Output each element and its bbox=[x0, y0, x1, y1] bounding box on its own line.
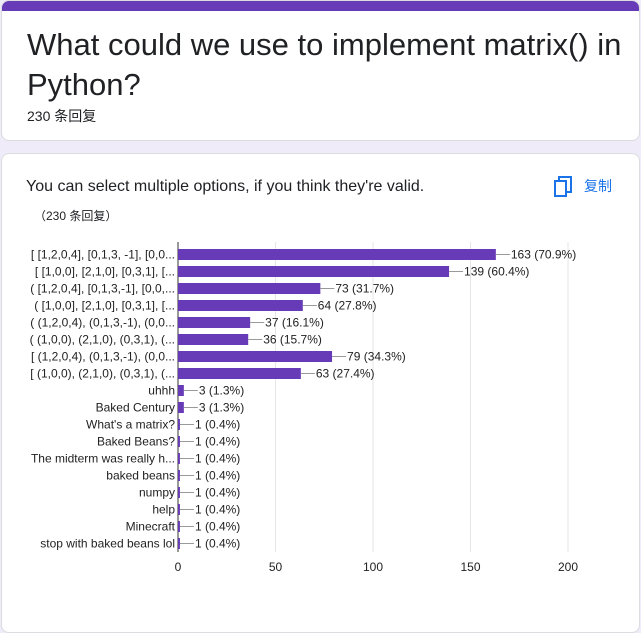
category-label: The midterm was really h... bbox=[31, 452, 175, 466]
data-label: 63 (27.4%) bbox=[316, 367, 375, 381]
bar bbox=[178, 385, 184, 396]
data-label: 1 (0.4%) bbox=[195, 537, 240, 551]
category-label: uhhh bbox=[148, 384, 175, 398]
x-tick-label: 0 bbox=[175, 560, 182, 574]
response-count: 230 条回复 bbox=[27, 108, 97, 124]
bar bbox=[178, 521, 180, 532]
category-label: numpy bbox=[139, 486, 175, 500]
category-label: ( [1,0,0], [2,1,0], [0,3,1], [... bbox=[34, 299, 175, 313]
bar bbox=[178, 436, 180, 447]
category-label: [ (1,0,0), (2,1,0), (0,3,1), (... bbox=[30, 367, 175, 381]
chart-card: 0 50 100 150 200 [ [1,2,0,4], [0,1,3, -1], [0… bbox=[1, 153, 640, 633]
bar-chart: 0 50 100 150 200 [ [1,2,0,4], [0,1,3, -1], [0… bbox=[30, 242, 578, 574]
category-label: ( [1,2,0,4], [0,1,3,-1], [0,0,... bbox=[30, 282, 175, 296]
x-tick-label: 100 bbox=[363, 560, 383, 574]
copy-label: 复制 bbox=[584, 178, 612, 194]
category-label: baked beans bbox=[106, 469, 175, 483]
data-label: 163 (70.9%) bbox=[511, 248, 576, 262]
bar bbox=[178, 300, 303, 311]
accent-bar bbox=[2, 1, 639, 11]
bar bbox=[178, 317, 251, 328]
category-label: Baked Century bbox=[96, 401, 175, 415]
data-label: 1 (0.4%) bbox=[195, 520, 240, 534]
category-label: [ [1,2,0,4], [0,1,3, -1], [0,0... bbox=[31, 248, 175, 262]
category-label: [ (1,2,0,4), (0,1,3,-1), (0,0... bbox=[31, 350, 175, 364]
data-label: 1 (0.4%) bbox=[195, 452, 240, 466]
chart-subtitle: You can select multiple options, if you … bbox=[26, 178, 425, 195]
bar bbox=[178, 402, 184, 413]
bar bbox=[178, 538, 180, 549]
question-header-card: What could we use to implement matrix() … bbox=[1, 0, 640, 141]
bar bbox=[178, 419, 180, 430]
category-label: What's a matrix? bbox=[86, 418, 175, 432]
copy-icon bbox=[554, 175, 572, 197]
chart-response-count: （230 条回复） bbox=[34, 209, 118, 223]
copy-button[interactable]: 复制 bbox=[554, 174, 612, 198]
data-label: 3 (1.3%) bbox=[199, 384, 244, 398]
bar bbox=[178, 283, 321, 294]
data-label: 3 (1.3%) bbox=[199, 401, 244, 415]
category-label: stop with baked beans lol bbox=[40, 537, 175, 551]
x-tick-label: 50 bbox=[269, 560, 283, 574]
bar bbox=[178, 334, 249, 345]
data-label: 64 (27.8%) bbox=[318, 299, 377, 313]
bar bbox=[178, 453, 180, 464]
category-label: help bbox=[152, 503, 175, 517]
category-label: ( (1,0,0), (2,1,0), (0,3,1), (... bbox=[30, 333, 175, 347]
x-tick-label: 200 bbox=[558, 560, 578, 574]
category-label: [ [1,0,0], [2,1,0], [0,3,1], [... bbox=[35, 265, 175, 279]
data-label: 73 (31.7%) bbox=[335, 282, 394, 296]
x-tick-label: 150 bbox=[460, 560, 480, 574]
data-label: 1 (0.4%) bbox=[195, 418, 240, 432]
data-label: 1 (0.4%) bbox=[195, 503, 240, 517]
data-label: 79 (34.3%) bbox=[347, 350, 406, 364]
bar bbox=[178, 249, 496, 260]
category-label: Baked Beans? bbox=[97, 435, 175, 449]
data-label: 37 (16.1%) bbox=[265, 316, 324, 330]
bar bbox=[178, 266, 450, 277]
bar bbox=[178, 504, 180, 515]
data-label: 1 (0.4%) bbox=[195, 486, 240, 500]
data-label: 1 (0.4%) bbox=[195, 435, 240, 449]
data-label: 139 (60.4%) bbox=[464, 265, 529, 279]
bar bbox=[178, 368, 301, 379]
category-label: ( (1,2,0,4), (0,1,3,-1), (0,0... bbox=[30, 316, 175, 330]
bar bbox=[178, 487, 180, 498]
data-label: 36 (15.7%) bbox=[263, 333, 322, 347]
category-label: Minecraft bbox=[126, 520, 176, 534]
data-label: 1 (0.4%) bbox=[195, 469, 240, 483]
question-title: What could we use to implement matrix() … bbox=[27, 27, 622, 102]
bar bbox=[178, 351, 333, 362]
bar bbox=[178, 470, 180, 481]
